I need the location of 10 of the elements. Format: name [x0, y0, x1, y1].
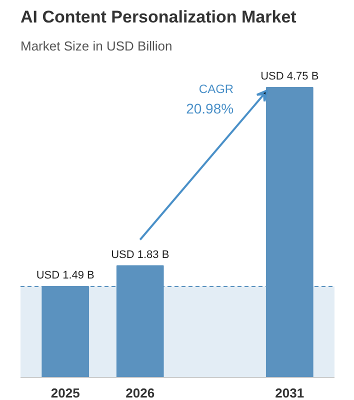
- data-label: USD 4.75 B: [260, 70, 319, 82]
- chart-subtitle: Market Size in USD Billion: [20, 38, 172, 54]
- x-tick-label: 2025: [50, 386, 80, 400]
- chart-title: AI Content Personalization Market: [20, 8, 297, 26]
- x-tick-label: 2026: [126, 386, 155, 400]
- annotation: CAGR: [198, 82, 234, 96]
- data-label: USD 1.83 B: [111, 248, 170, 261]
- annotation: 20.98%: [186, 100, 234, 116]
- data-label: USD 1.49 B: [36, 270, 94, 282]
- x-tick-label: 2031: [275, 386, 304, 400]
